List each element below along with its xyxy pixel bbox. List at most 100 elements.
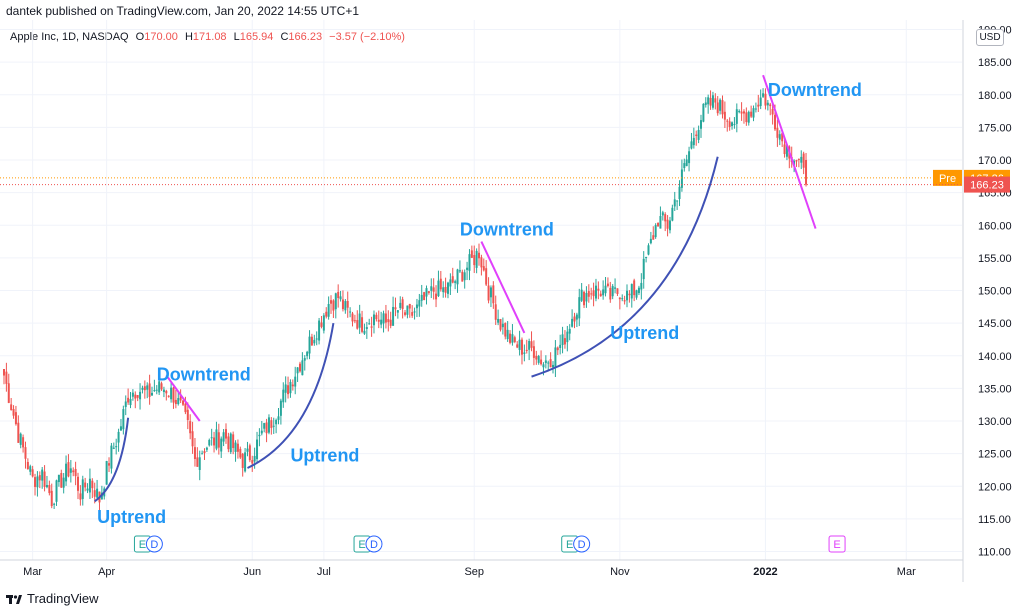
candle-body (797, 158, 800, 160)
candle-body (637, 287, 640, 294)
candle-body (549, 359, 552, 368)
uptrend-line[interactable] (247, 322, 335, 469)
candle-body (642, 258, 645, 280)
downtrend-line[interactable] (165, 374, 201, 422)
candle-body (735, 109, 738, 124)
dividend-marker[interactable] (573, 535, 591, 553)
downtrend-line[interactable] (762, 74, 817, 229)
candle-body (124, 401, 127, 408)
earnings-marker[interactable] (828, 535, 846, 553)
uptrend-line[interactable] (531, 156, 719, 378)
candle-body (774, 114, 777, 130)
candle-body (96, 488, 99, 498)
candle-body (509, 333, 512, 343)
candle-body (105, 461, 108, 485)
candle-body (313, 339, 316, 344)
candle-body (781, 133, 784, 142)
candle-body (320, 322, 323, 327)
change-value: −3.57 (−2.10%) (329, 31, 405, 43)
candle-body (454, 281, 457, 283)
candle-body (284, 384, 287, 393)
candle-body (339, 296, 342, 300)
candle-body (289, 381, 292, 394)
candle-body (12, 409, 15, 416)
candle-body (501, 323, 504, 328)
x-tick-label: 2022 (753, 566, 777, 578)
candle-body (325, 311, 328, 317)
candle-body (253, 455, 256, 462)
event-marker-label: D (578, 539, 586, 551)
candle-body (520, 339, 523, 355)
candle-body (353, 320, 356, 322)
candle-body (466, 267, 469, 270)
candle-body (86, 488, 89, 491)
tradingview-brand[interactable]: TradingView (6, 591, 99, 606)
candle-body (327, 304, 330, 317)
currency-button[interactable]: USD (976, 29, 1004, 46)
candle-body (330, 300, 333, 304)
candle-body (48, 485, 51, 494)
uptrend-annotation: Uptrend (97, 507, 166, 527)
dividend-marker[interactable] (145, 535, 163, 553)
candle-body (542, 364, 545, 368)
x-tick-label: Sep (464, 566, 484, 578)
candle-body (747, 111, 750, 123)
candle-body (43, 471, 46, 487)
candle-body (728, 121, 731, 127)
candle-body (196, 457, 199, 467)
candle-body (776, 127, 779, 138)
candle-body (537, 356, 540, 363)
candle-body (308, 336, 311, 354)
candle-body (310, 336, 313, 346)
candle-body (437, 280, 440, 297)
uptrend-line[interactable] (94, 417, 130, 503)
downtrend-line[interactable] (480, 241, 526, 334)
candle-body (695, 134, 698, 136)
price-label-value: 166.23 (970, 180, 1004, 192)
pre-tag-box (933, 169, 962, 186)
candle-body (413, 311, 416, 313)
ohlc-legend: Apple Inc, 1D, NASDAQ O170.00 H171.08 L1… (10, 31, 405, 43)
candle-body (707, 97, 710, 105)
candle-body (528, 340, 531, 350)
candle-body (239, 448, 242, 458)
candle-body (561, 334, 564, 346)
candle-body (229, 433, 232, 453)
candle-body (621, 298, 624, 300)
candle-body (62, 477, 65, 488)
candle-body (93, 490, 96, 497)
candle-body (463, 272, 466, 281)
candle-body (174, 399, 177, 405)
candle-body (425, 288, 428, 297)
candle-body (258, 434, 261, 437)
candle-body (179, 394, 182, 401)
candle-body (115, 446, 118, 448)
candle-body (721, 100, 724, 115)
candle-body (399, 302, 402, 308)
candle-body (661, 212, 664, 216)
candle-body (136, 395, 139, 398)
candle-body (647, 245, 650, 255)
candle-body (659, 215, 662, 229)
candle-body (301, 360, 304, 376)
candle-body (552, 364, 555, 368)
candle-body (742, 111, 745, 114)
candle-body (272, 425, 275, 427)
candle-body (69, 468, 72, 473)
candle-body (478, 252, 481, 259)
candle-body (458, 270, 461, 272)
low-value: 165.94 (239, 31, 274, 43)
candle-body (444, 286, 447, 293)
candle-body (170, 387, 173, 400)
candle-body (559, 344, 562, 348)
candle-body (394, 307, 397, 310)
candle-body (76, 476, 79, 491)
candle-body (88, 478, 91, 493)
candle-body (298, 363, 301, 372)
candle-body (611, 286, 614, 297)
candle-body (719, 99, 722, 111)
dividend-marker[interactable] (365, 535, 383, 553)
candle-body (57, 474, 60, 483)
close-value: 166.23 (288, 31, 323, 43)
